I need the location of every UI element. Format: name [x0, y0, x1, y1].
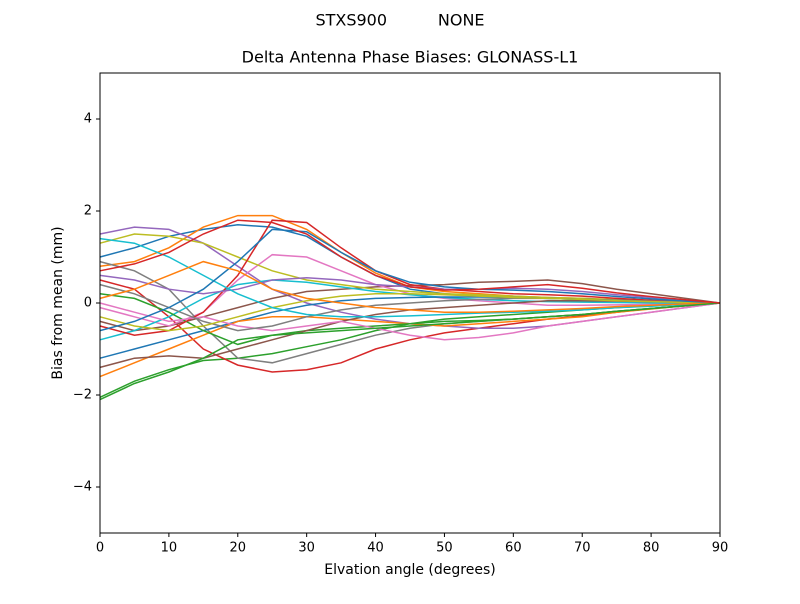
x-tick-label: 60 [505, 541, 522, 556]
series-line [99, 279, 720, 341]
y-tick-label: 4 [84, 112, 92, 127]
series-line [99, 219, 721, 304]
y-tick-label: −2 [73, 388, 92, 403]
x-axis-label: Elvation angle (degrees) [324, 562, 495, 578]
x-tick-label: 50 [436, 541, 453, 556]
y-tick-label: 0 [84, 296, 92, 311]
x-tick-label: 20 [230, 541, 247, 556]
chart-title: Delta Antenna Phase Biases: GLONASS-L1 [242, 48, 579, 67]
series-line [99, 260, 721, 313]
series-line [99, 302, 721, 341]
y-axis-label: Bias from mean (mm) [50, 226, 66, 379]
series-line [99, 293, 721, 332]
suptitle: STXS900 NONE [315, 11, 484, 30]
x-tick-label: 40 [367, 541, 384, 556]
series-line [99, 237, 721, 318]
x-tick-label: 30 [298, 541, 315, 556]
x-tick-label: 0 [96, 541, 104, 556]
x-tick-label: 70 [574, 541, 591, 556]
series-line [99, 302, 721, 401]
x-tick-label: 10 [161, 541, 178, 556]
series-line [99, 219, 721, 336]
series-line [99, 228, 721, 332]
y-tick-label: −4 [73, 480, 92, 495]
y-tick-label: 2 [84, 204, 92, 219]
x-tick-label: 80 [643, 541, 660, 556]
x-tick-label: 90 [712, 541, 729, 556]
